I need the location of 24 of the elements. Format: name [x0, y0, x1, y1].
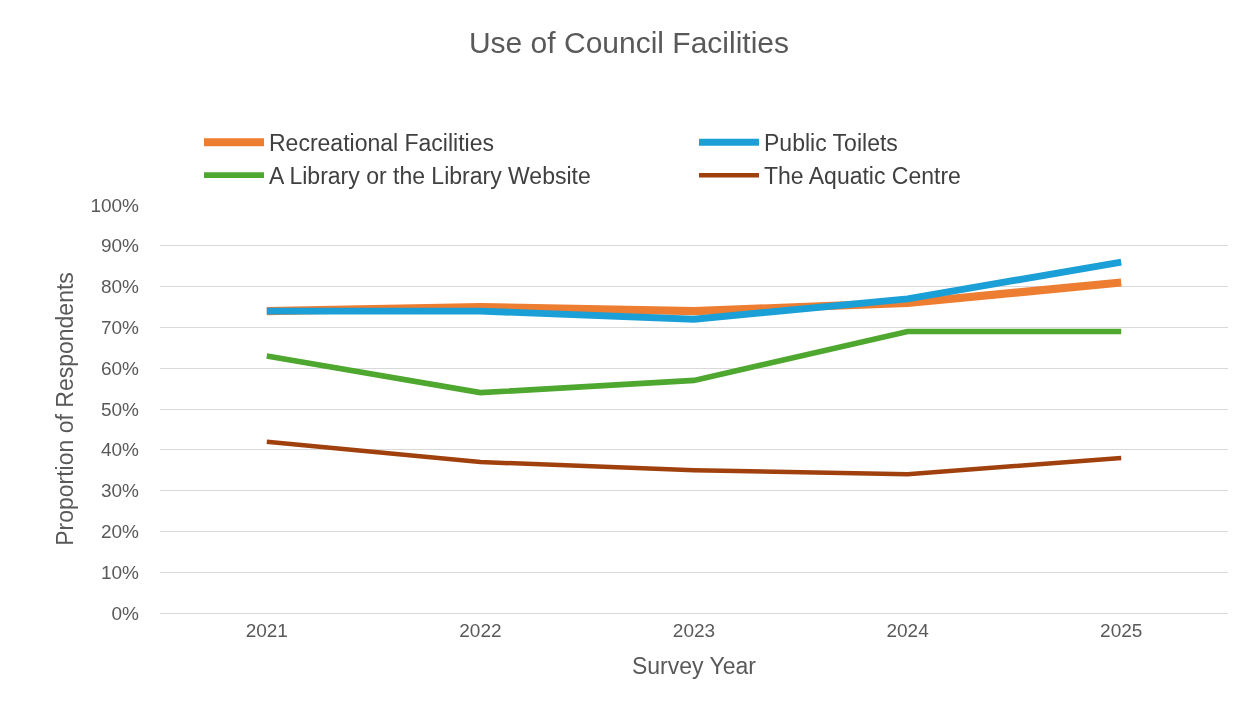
y-tick-label: 50% — [100, 398, 140, 420]
chart-title: Use of Council Facilities — [468, 26, 790, 60]
x-tick-label: 2025 — [1100, 619, 1143, 641]
y-tick-label: 80% — [100, 276, 140, 298]
x-tick-label: 2024 — [886, 619, 930, 641]
legend-label: Recreational Facilities — [269, 130, 494, 157]
y-tick-label: 20% — [100, 521, 140, 543]
legend-label: A Library or the Library Website — [269, 163, 591, 190]
y-tick-label: 40% — [100, 439, 140, 461]
y-tick-label: 30% — [100, 480, 140, 502]
y-tick-label: 90% — [100, 235, 140, 257]
y-tick-label: 10% — [100, 561, 140, 583]
x-axis-title: Survey Year — [631, 653, 757, 680]
y-tick-label: 60% — [100, 357, 140, 379]
legend-label: The Aquatic Centre — [764, 163, 961, 190]
y-axis-title: Proportion of Respondents — [51, 272, 78, 546]
y-tick-label: 0% — [111, 602, 140, 624]
x-tick-label: 2021 — [245, 619, 288, 641]
legend-label: Public Toilets — [764, 130, 898, 157]
line-series — [264, 439, 1124, 477]
x-tick-label: 2022 — [459, 619, 502, 641]
x-tick-label: 2023 — [672, 619, 716, 641]
y-tick-label: 100% — [90, 194, 140, 216]
y-tick-label: 70% — [100, 317, 140, 339]
